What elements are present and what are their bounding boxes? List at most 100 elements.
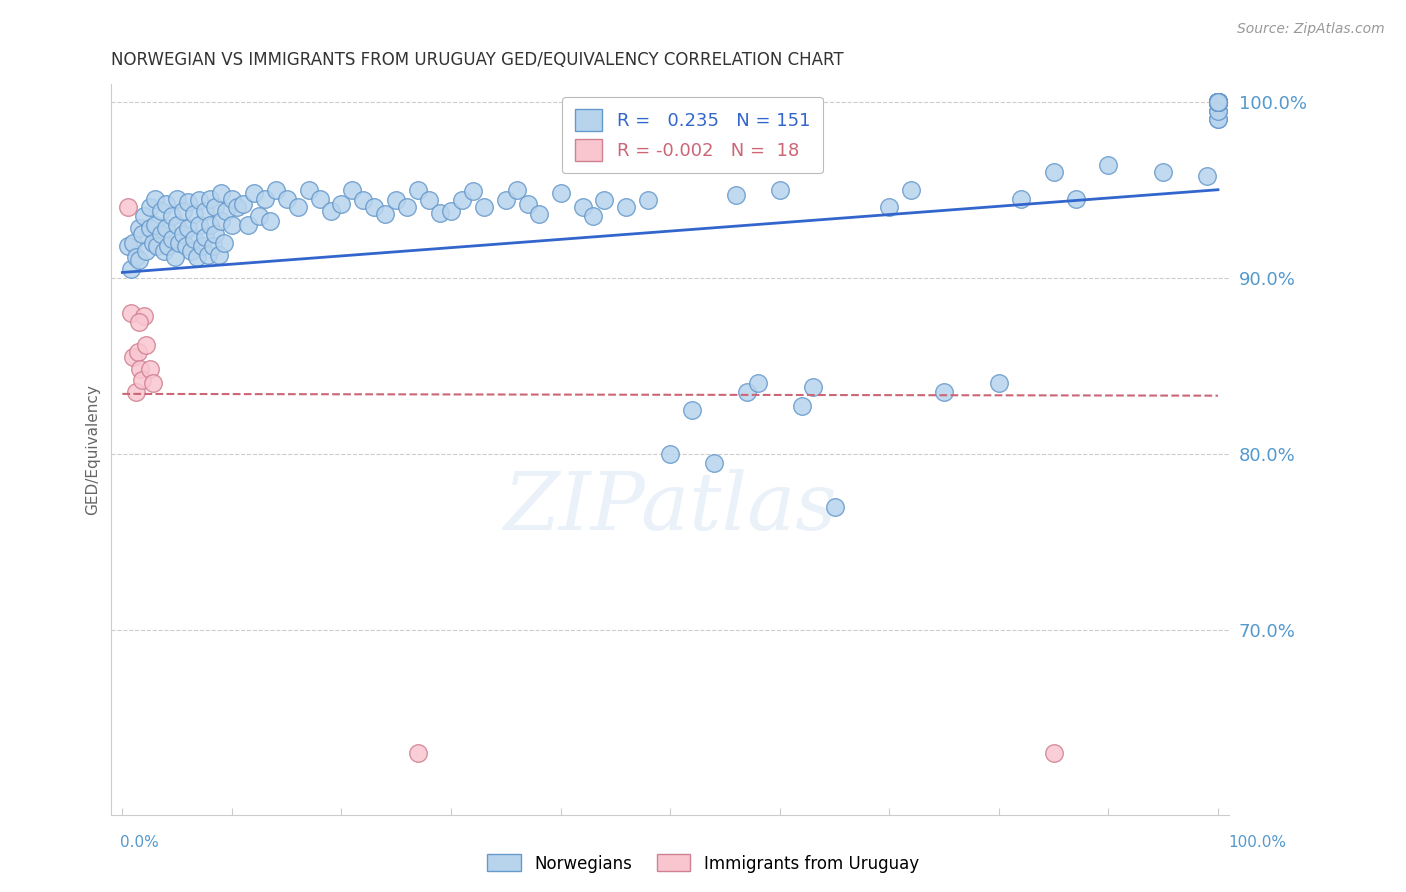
Point: [1206, 95, 1229, 109]
Point: [183, 207, 205, 221]
Point: [180, 244, 202, 259]
Point: [1206, 95, 1229, 109]
Point: [1206, 95, 1229, 109]
Point: [209, 186, 232, 201]
Legend: Norwegians, Immigrants from Uruguay: Norwegians, Immigrants from Uruguay: [481, 847, 925, 880]
Point: [153, 244, 176, 259]
Point: [143, 218, 166, 232]
Point: [120, 306, 142, 320]
Point: [214, 235, 236, 250]
Point: [637, 194, 659, 208]
Point: [1206, 95, 1229, 109]
Point: [174, 239, 197, 253]
Point: [183, 232, 205, 246]
Point: [160, 209, 183, 223]
Point: [1206, 95, 1229, 109]
Point: [253, 192, 276, 206]
Point: [139, 221, 162, 235]
Point: [1206, 95, 1229, 109]
Point: [204, 200, 226, 214]
Point: [186, 250, 208, 264]
Point: [987, 376, 1010, 391]
Point: [406, 746, 429, 760]
Point: [298, 183, 321, 197]
Text: 100.0%: 100.0%: [1229, 836, 1286, 850]
Point: [659, 447, 682, 461]
Point: [1206, 95, 1229, 109]
Point: [131, 227, 153, 241]
Point: [461, 185, 484, 199]
Point: [259, 214, 281, 228]
Point: [582, 209, 605, 223]
Point: [128, 362, 150, 376]
Point: [1206, 95, 1229, 109]
Point: [209, 214, 232, 228]
Point: [188, 194, 211, 208]
Point: [877, 200, 900, 214]
Point: [1042, 165, 1064, 179]
Point: [193, 230, 215, 244]
Point: [932, 385, 955, 400]
Text: ZIPatlas: ZIPatlas: [503, 469, 837, 547]
Point: [1206, 95, 1229, 109]
Point: [769, 183, 792, 197]
Point: [1206, 112, 1229, 127]
Point: [139, 200, 162, 214]
Point: [516, 196, 538, 211]
Point: [1206, 95, 1229, 109]
Point: [197, 248, 219, 262]
Point: [142, 376, 165, 391]
Point: [155, 221, 177, 235]
Point: [1206, 95, 1229, 109]
Point: [131, 373, 153, 387]
Point: [571, 200, 593, 214]
Point: [166, 192, 188, 206]
Point: [202, 239, 225, 253]
Point: [550, 186, 572, 201]
Point: [1206, 95, 1229, 109]
Point: [319, 203, 342, 218]
Point: [506, 183, 529, 197]
Point: [1206, 95, 1229, 109]
Point: [1042, 746, 1064, 760]
Point: [1010, 192, 1032, 206]
Point: [238, 218, 260, 232]
Point: [1206, 95, 1229, 109]
Point: [385, 194, 408, 208]
Point: [308, 192, 330, 206]
Point: [143, 192, 166, 206]
Y-axis label: GED/Equivalency: GED/Equivalency: [86, 384, 100, 515]
Point: [681, 402, 703, 417]
Point: [418, 194, 440, 208]
Point: [160, 232, 183, 246]
Point: [124, 385, 146, 400]
Point: [900, 183, 922, 197]
Point: [166, 218, 188, 232]
Point: [134, 209, 156, 223]
Point: [155, 196, 177, 211]
Point: [1206, 95, 1229, 109]
Point: [1206, 95, 1229, 109]
Point: [188, 218, 211, 232]
Point: [429, 205, 451, 219]
Point: [495, 194, 517, 208]
Text: NORWEGIAN VS IMMIGRANTS FROM URUGUAY GED/EQUIVALENCY CORRELATION CHART: NORWEGIAN VS IMMIGRANTS FROM URUGUAY GED…: [111, 51, 844, 69]
Point: [128, 315, 150, 329]
Point: [472, 200, 495, 214]
Point: [142, 235, 165, 250]
Text: 0.0%: 0.0%: [120, 836, 159, 850]
Point: [122, 350, 145, 364]
Point: [1206, 95, 1229, 109]
Point: [1206, 95, 1229, 109]
Point: [247, 209, 270, 223]
Point: [1206, 112, 1229, 127]
Point: [1206, 95, 1229, 109]
Point: [1206, 95, 1229, 109]
Point: [1206, 95, 1229, 109]
Point: [406, 183, 429, 197]
Point: [204, 227, 226, 241]
Point: [440, 203, 463, 218]
Point: [1206, 95, 1229, 109]
Point: [264, 183, 287, 197]
Point: [593, 194, 616, 208]
